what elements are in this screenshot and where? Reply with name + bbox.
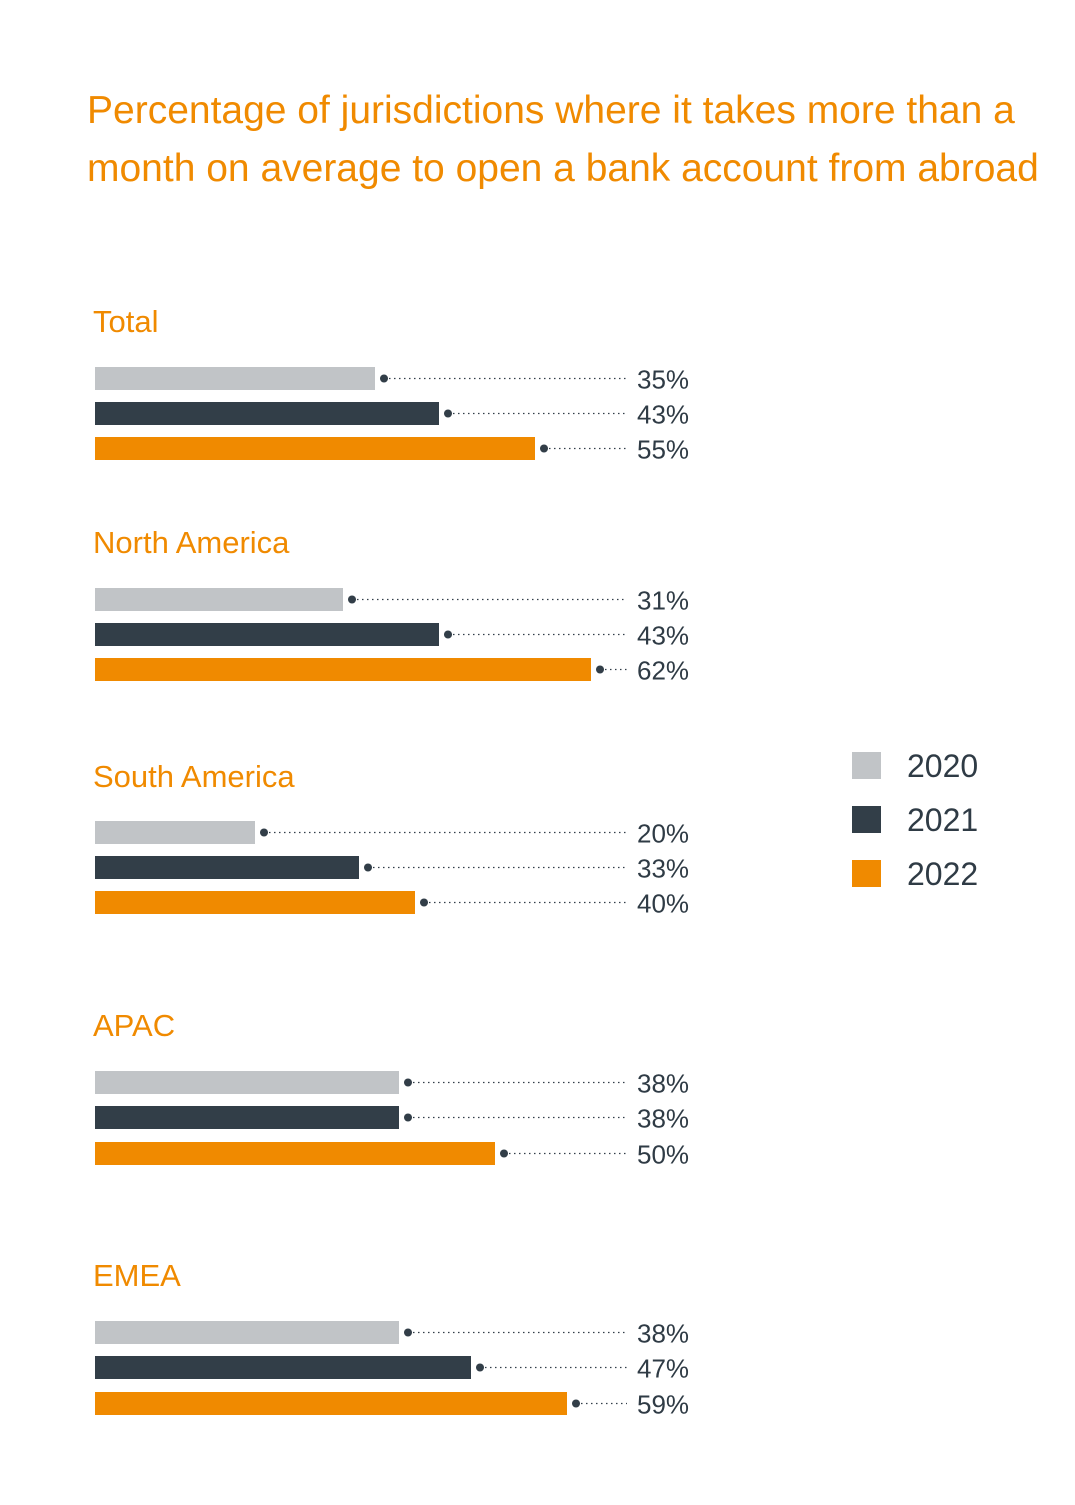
leader-dot-apac-2020: [404, 1078, 412, 1087]
value-label-south-america-2022: 40%: [637, 889, 689, 919]
legend-label-2022: 2022: [907, 856, 979, 892]
bar-north-america-2020: [95, 588, 343, 611]
value-label-south-america-2020: 20%: [637, 819, 689, 849]
bar-south-america-2020: [95, 821, 255, 844]
bar-apac-2021: [95, 1106, 399, 1129]
value-label-north-america-2020: 31%: [637, 586, 689, 616]
legend-swatch-2022: [852, 860, 881, 887]
leader-dot-total-2022: [540, 444, 548, 453]
legend-swatch-2020: [852, 752, 881, 779]
leader-dot-total-2021: [444, 409, 452, 418]
bar-north-america-2021: [95, 623, 439, 646]
leader-dot-south-america-2021: [364, 863, 372, 872]
leader-dot-total-2020: [380, 374, 388, 383]
bar-total-2022: [95, 437, 535, 460]
category-label-emea: EMEA: [93, 1258, 181, 1293]
legend-label-2021: 2021: [907, 802, 979, 838]
leader-dot-emea-2021: [476, 1363, 484, 1372]
value-label-total-2021: 43%: [637, 400, 689, 430]
value-label-total-2020: 35%: [637, 365, 689, 395]
legend-swatch-2021: [852, 806, 881, 833]
bar-total-2021: [95, 402, 439, 425]
leader-dot-north-america-2020: [348, 595, 356, 604]
value-label-north-america-2021: 43%: [637, 621, 689, 651]
leader-dot-south-america-2020: [260, 828, 268, 837]
value-label-total-2022: 55%: [637, 435, 689, 465]
leader-dot-north-america-2021: [444, 630, 452, 639]
bar-south-america-2021: [95, 856, 359, 879]
value-label-emea-2022: 59%: [637, 1390, 689, 1420]
value-label-apac-2020: 38%: [637, 1069, 689, 1099]
chart-title: Percentage of jurisdictions where it tak…: [87, 89, 1039, 190]
bar-north-america-2022: [95, 658, 591, 681]
value-label-apac-2022: 50%: [637, 1140, 689, 1170]
category-label-total: Total: [93, 304, 158, 339]
value-label-emea-2020: 38%: [637, 1319, 689, 1349]
category-label-north-america: North America: [93, 525, 290, 560]
leader-dot-emea-2022: [572, 1399, 580, 1408]
bar-apac-2022: [95, 1142, 495, 1165]
bar-emea-2020: [95, 1321, 399, 1344]
leader-dot-south-america-2022: [420, 898, 428, 907]
category-label-south-america: South America: [93, 759, 295, 794]
leader-dot-apac-2022: [500, 1149, 508, 1158]
category-label-apac: APAC: [93, 1008, 175, 1043]
bar-south-america-2022: [95, 891, 415, 914]
value-label-apac-2021: 38%: [637, 1104, 689, 1134]
bar-emea-2021: [95, 1356, 471, 1379]
bar-emea-2022: [95, 1392, 567, 1415]
bar-total-2020: [95, 367, 375, 390]
value-label-north-america-2022: 62%: [637, 656, 689, 686]
value-label-south-america-2021: 33%: [637, 854, 689, 884]
leader-dot-north-america-2022: [596, 665, 604, 674]
legend-label-2020: 2020: [907, 748, 979, 784]
value-label-emea-2021: 47%: [637, 1354, 689, 1384]
leader-dot-emea-2020: [404, 1328, 412, 1337]
bar-apac-2020: [95, 1071, 399, 1094]
leader-dot-apac-2021: [404, 1113, 412, 1122]
